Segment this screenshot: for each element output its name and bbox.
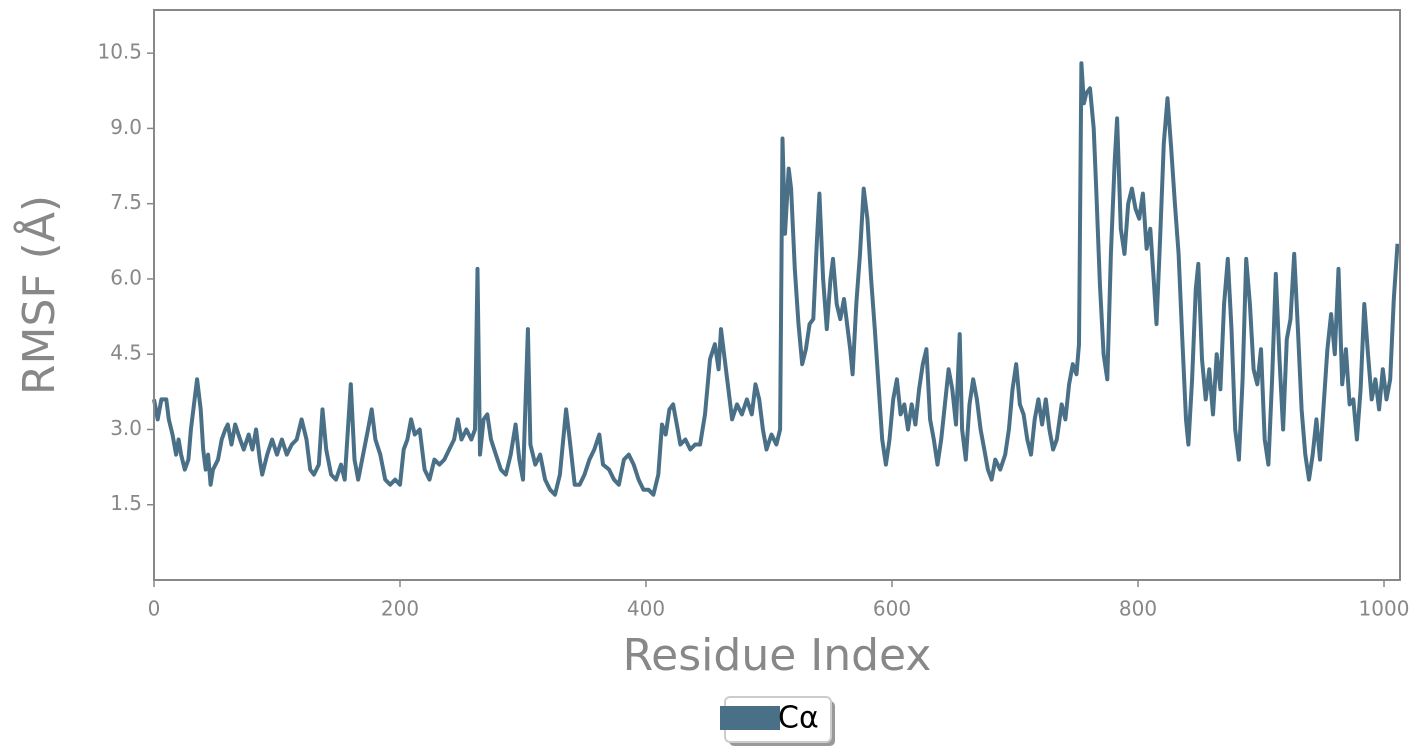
x-tick-label: 0: [148, 597, 161, 621]
x-tick-label: 1000: [1359, 597, 1410, 621]
y-axis-label: RMSF (Å): [12, 195, 65, 395]
legend-label: Cα: [778, 701, 819, 736]
plot-frame: [153, 9, 1401, 581]
y-tick-label: 7.5: [110, 190, 142, 214]
legend-swatch: [720, 706, 780, 730]
x-tick-label: 600: [873, 597, 911, 621]
x-tick-label: 400: [627, 597, 665, 621]
x-tick-label: 200: [381, 597, 419, 621]
line: [152, 61, 1400, 497]
y-tick-label: 4.5: [110, 341, 142, 365]
y-tick-label: 3.0: [110, 416, 142, 440]
y-tick-label: 10.5: [97, 40, 142, 64]
x-axis-label: Residue Index: [623, 630, 932, 681]
y-tick-label: 1.5: [110, 491, 142, 515]
x-tick-label: 800: [1119, 597, 1157, 621]
y-tick-label: 6.0: [110, 265, 142, 289]
y-tick-label: 9.0: [110, 115, 142, 139]
